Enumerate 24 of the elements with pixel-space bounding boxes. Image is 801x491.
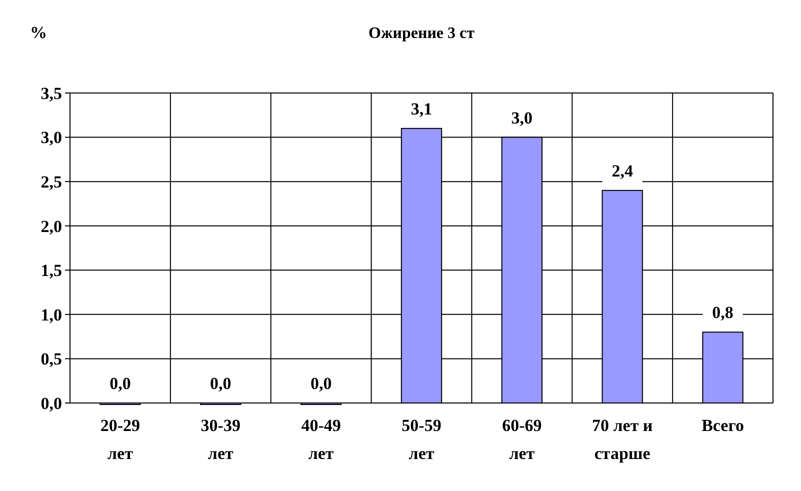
data-label: 3,1	[410, 99, 432, 118]
x-tick-label: Всего	[702, 416, 744, 435]
y-tick-label: 3,5	[40, 84, 62, 103]
chart-title: Ожирение 3 ст	[368, 25, 475, 42]
x-tick-label: 70 лет и старше	[592, 416, 653, 463]
data-label: 0,8	[712, 303, 734, 322]
x-tick-label: 50-59 лет	[402, 416, 442, 463]
y-tick-label: 3,0	[40, 128, 62, 148]
y-tick-label: 1,0	[40, 305, 62, 324]
data-label: 3,0	[511, 108, 533, 128]
y-axis-title: %	[30, 23, 47, 42]
data-label: 0,0	[210, 374, 232, 393]
y-tick-label: 2,5	[40, 172, 62, 192]
data-label: 0,0	[110, 374, 131, 393]
data-label: 2,4	[612, 161, 634, 180]
y-tick-label: 0,5	[40, 350, 62, 369]
x-tick-label: 60-69 лет	[502, 416, 542, 463]
x-tick-label: 40-49 лет	[301, 416, 341, 463]
x-tick-label: 30-39 лет	[200, 416, 240, 463]
data-label: 0,0	[310, 374, 332, 393]
y-tick-label: 1,5	[40, 261, 62, 280]
y-tick-label: 0,0	[40, 394, 62, 413]
x-tick-label: 20-29 лет	[100, 416, 140, 463]
y-tick-label: 2,0	[40, 216, 62, 236]
